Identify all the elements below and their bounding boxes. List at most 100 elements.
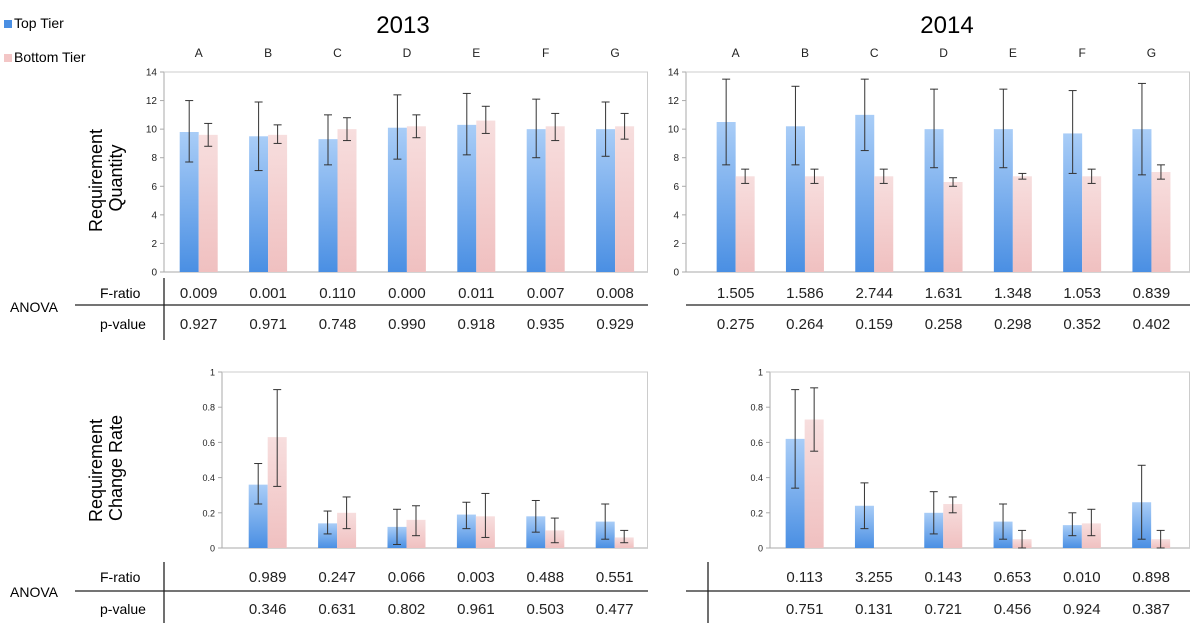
y-tick-label: 0 (151, 268, 157, 279)
year-title-2014: 2014 (920, 12, 973, 39)
ylabel-requirement-quantity: Requirement Quantity (86, 124, 126, 232)
bar-top-tier-e (993, 129, 1013, 272)
charts-layer: 02468101214A0.0090.927B0.0010.971C0.1100… (146, 46, 1190, 618)
f-ratio-value-e: 0.011 (458, 285, 494, 302)
bar-bottom-tier-a (198, 134, 218, 272)
f-ratio-value-b: 1.586 (786, 285, 824, 302)
errorbar-top-tier-c (323, 510, 332, 535)
ylabel-change-line1: Requirement (86, 419, 106, 522)
year-title-2013: 2013 (376, 12, 429, 39)
bar-top-tier-f (526, 129, 546, 272)
p-value-value-g: 0.402 (1133, 316, 1171, 333)
f-ratio-value-c: 2.744 (855, 285, 893, 302)
bar-top-tier-c (318, 139, 338, 272)
f-ratio-value-f: 1.053 (1063, 285, 1101, 302)
y-tick-label: 1 (758, 368, 763, 378)
f-ratio-value-e: 0.003 (457, 569, 495, 586)
p-value-value-f: 0.924 (1063, 601, 1101, 618)
category-label-g: G (1147, 46, 1156, 60)
errorbar-top-tier-c (860, 482, 869, 530)
category-label-b: B (801, 46, 809, 60)
bar-bottom-tier-c (874, 176, 894, 272)
bar-bottom-tier-b (804, 419, 824, 548)
errorbar-bottom-tier-d (948, 496, 957, 514)
f-ratio-value-d: 1.631 (925, 285, 963, 302)
y-tick-label: 14 (668, 68, 680, 79)
legend-swatch-bottom-tier (4, 54, 12, 62)
errorbar-bottom-tier-g (620, 529, 629, 544)
f-ratio-value-g: 0.551 (596, 569, 634, 586)
bar-top-tier-e (457, 124, 477, 272)
errorbar-top-tier-d (393, 508, 401, 545)
y-tick-label: 12 (146, 96, 158, 107)
chart-change-rate-2013: 0 0.2 0.4 0.6 0.8 1 0.989 0.346 0.247 0.631 0.066 0… (202, 368, 648, 618)
bar-top-tier-c (855, 114, 875, 272)
f-ratio-value-c: 0.247 (318, 569, 356, 586)
bar-top-tier-g (596, 129, 616, 272)
errorbar-bottom-tier-c (879, 168, 888, 184)
ylabel-quantity-line1: Requirement (86, 129, 106, 232)
p-value-value-e: 0.456 (994, 601, 1032, 618)
p-value-value-d: 0.721 (924, 601, 962, 618)
errorbar-bottom-tier-f (550, 517, 559, 544)
y-tick-label: 1 (210, 368, 215, 378)
chart-change-rate-2014: 0 0.2 0.4 0.6 0.8 1 0.113 0.751 3.255 0.131 0.143 0… (750, 368, 1190, 618)
row-label-f-ratio-bottom: F-ratio (100, 569, 141, 585)
bar-bottom-tier-g (1151, 172, 1171, 272)
bar-bottom-tier-c (337, 512, 357, 548)
errorbar-top-tier-d (930, 88, 939, 169)
p-value-value-b: 0.264 (786, 316, 824, 333)
errorbar-bottom-tier-d (949, 177, 958, 187)
bar-bottom-tier-b (268, 134, 288, 272)
y-tick-label: 12 (668, 96, 680, 107)
p-value-value-g: 0.929 (596, 316, 634, 333)
p-value-value-g: 0.477 (596, 601, 634, 618)
errorbar-top-tier-a (185, 100, 194, 163)
p-value-value-d: 0.802 (388, 601, 426, 618)
anova-table-lines (75, 278, 1190, 623)
y-tick-label: 0.6 (202, 438, 215, 448)
bar-bottom-tier-a (735, 176, 755, 272)
y-tick-label: 0.8 (202, 403, 215, 413)
p-value-value-e: 0.298 (994, 316, 1032, 333)
errorbar-top-tier-d (393, 94, 402, 160)
y-tick-label: 0.2 (202, 508, 215, 518)
f-ratio-value-b: 0.001 (249, 285, 287, 302)
errorbar-bottom-tier-g (620, 112, 629, 140)
errorbar-top-tier-f (1068, 90, 1077, 174)
errorbar-top-tier-e (462, 501, 471, 530)
bar-top-tier-e (456, 514, 476, 548)
f-ratio-value-g: 0.839 (1133, 285, 1171, 302)
legend-label-bottom-tier: Bottom Tier (14, 49, 86, 65)
errorbar-bottom-tier-g (1156, 529, 1165, 549)
errorbar-top-tier-e (462, 92, 471, 156)
y-tick-label: 14 (146, 68, 158, 79)
f-ratio-value-a: 0.009 (180, 285, 218, 302)
p-value-value-b: 0.346 (249, 601, 287, 618)
errorbar-top-tier-b (791, 85, 800, 166)
f-ratio-value-b: 0.113 (786, 569, 822, 586)
category-label-f: F (542, 46, 549, 60)
f-ratio-value-f: 0.007 (527, 285, 565, 302)
f-ratio-value-d: 0.066 (388, 569, 426, 586)
bar-bottom-tier-c (337, 129, 357, 272)
errorbar-top-tier-d (929, 491, 938, 535)
ylabel-quantity-line2: Quantity (106, 144, 126, 211)
bar-top-tier-b (249, 136, 269, 272)
p-value-value-c: 0.159 (855, 316, 893, 333)
f-ratio-value-g: 0.008 (596, 285, 634, 302)
errorbar-bottom-tier-f (1087, 508, 1096, 537)
chart-quantity-2013: 0 2 4 6 8 10 12 14 A 0.009 0.927 B 0.001 0.971 C 0.110 0… (146, 46, 648, 333)
category-label-a: A (732, 46, 740, 60)
category-label-d: D (939, 46, 948, 60)
category-label-e: E (472, 46, 480, 60)
y-tick-label: 10 (146, 125, 158, 136)
errorbar-top-tier-b (254, 101, 263, 172)
p-value-value-e: 0.918 (458, 316, 496, 333)
f-ratio-value-e: 1.348 (994, 285, 1032, 302)
p-value-value-b: 0.971 (249, 316, 287, 333)
errorbar-top-tier-a (722, 78, 731, 166)
p-value-value-d: 0.258 (925, 316, 963, 333)
f-ratio-value-c: 0.110 (319, 285, 355, 302)
ylabel-change-line2: Change Rate (106, 415, 126, 521)
